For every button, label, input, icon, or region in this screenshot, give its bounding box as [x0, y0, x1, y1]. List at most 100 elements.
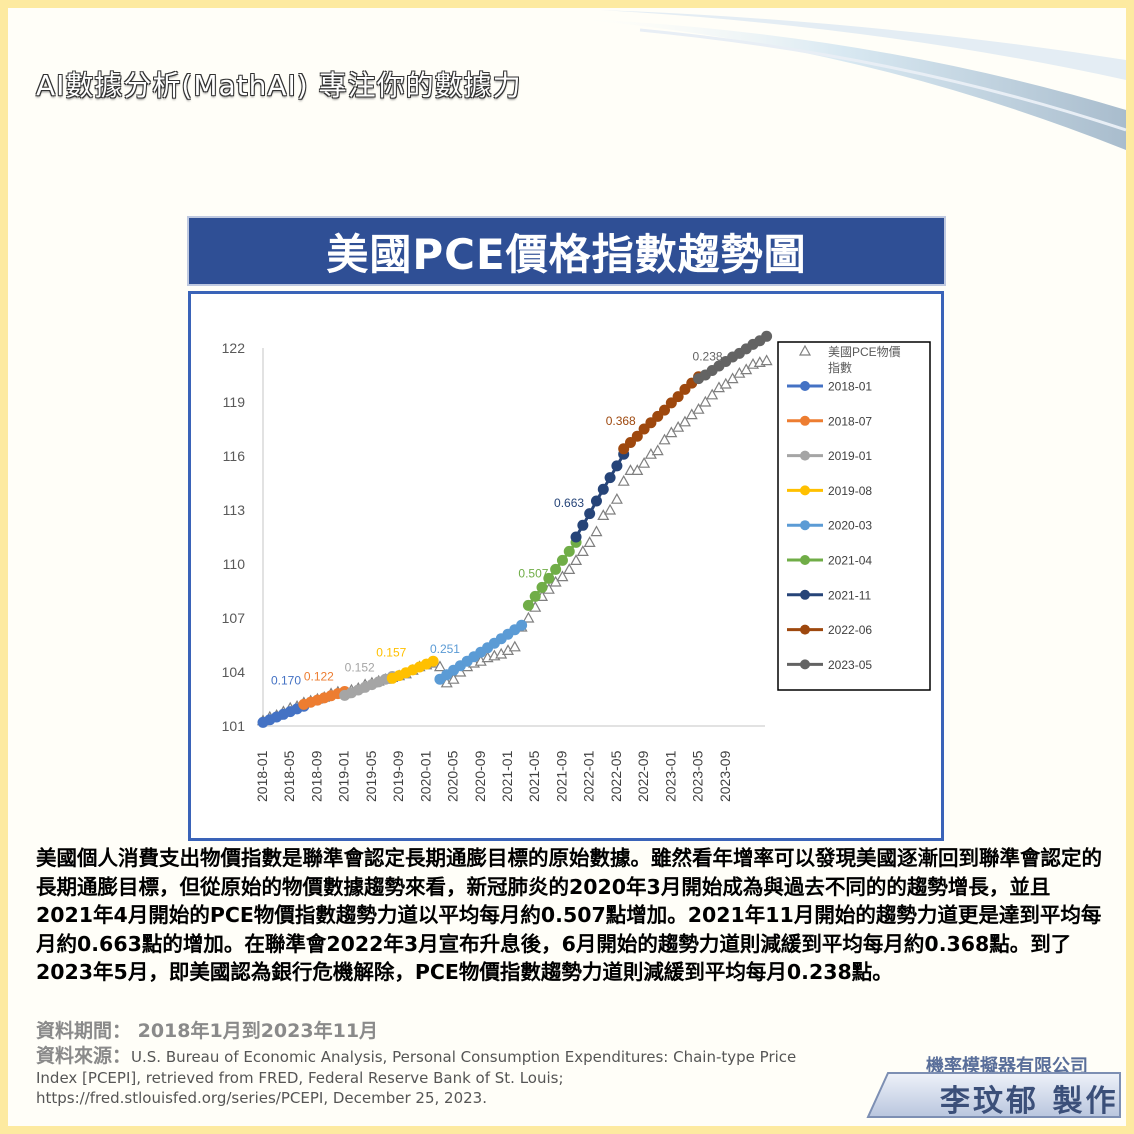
trend-series-layer [257, 330, 773, 728]
y-tick-label: 101 [222, 718, 246, 734]
pce-index-point [617, 474, 630, 486]
y-tick-label: 122 [222, 340, 246, 356]
pce-index-point [726, 372, 739, 384]
trend-point [577, 519, 589, 531]
x-tick-label: 2018-01 [254, 750, 270, 802]
pce-index-point [672, 420, 685, 432]
x-tick-label: 2018-09 [308, 750, 324, 802]
pce-index-point [665, 426, 678, 438]
brand-title: AI數據分析(MathAI) 專注你的數據力 [36, 69, 522, 102]
trend-point [550, 563, 562, 575]
pce-index-point [576, 545, 589, 556]
trend-series-2018-07 [298, 685, 351, 710]
legend-marker [800, 624, 810, 635]
trend-point [570, 531, 582, 543]
pce-index-point [638, 456, 651, 468]
pce-index-point [631, 464, 644, 475]
legend-label: 2022-06 [828, 623, 872, 637]
pce-index-point [590, 525, 603, 537]
trend-point [543, 572, 555, 584]
legend-label: 2021-11 [828, 588, 871, 602]
slope-label: 0.238 [693, 350, 723, 364]
trend-point [597, 483, 609, 495]
pce-index-point [692, 402, 705, 414]
x-tick-label: 2019-05 [363, 750, 379, 802]
slope-label: 0.152 [345, 660, 375, 674]
chart-title: 美國PCE價格指數趨勢圖 [326, 229, 807, 279]
legend-label: 2019-08 [828, 484, 872, 498]
data-source-label: 資料來源： [36, 1045, 132, 1067]
legend-marker [800, 450, 810, 461]
legend-marker [800, 485, 810, 496]
x-tick-label: 2023-09 [717, 750, 733, 802]
slope-label: 0.122 [304, 669, 334, 683]
trend-point [536, 581, 548, 593]
y-tick-label: 107 [222, 610, 246, 626]
legend-marker [800, 415, 810, 426]
legend-marker [800, 659, 810, 670]
pce-index-point [685, 408, 698, 420]
author-credit: 李玟郁 製作 [940, 1084, 1119, 1119]
slope-label: 0.507 [518, 566, 548, 580]
pce-index-point [719, 377, 732, 389]
slope-label: 0.368 [606, 414, 636, 428]
y-axis-ticks: 101 104 107 110 113 116 119 122 [222, 340, 246, 734]
pce-index-point [447, 672, 460, 684]
legend-marker [800, 381, 810, 391]
pce-index-point [678, 415, 691, 427]
x-tick-label: 2021-09 [553, 750, 569, 802]
pce-index-point [556, 570, 569, 582]
x-tick-label: 2022-01 [581, 750, 597, 802]
x-tick-label: 2023-05 [690, 750, 706, 802]
x-tick-label: 2020-01 [417, 750, 433, 802]
x-tick-label: 2018-05 [281, 750, 297, 802]
trend-point [611, 460, 623, 472]
legend-marker [800, 520, 810, 531]
pce-index-point [740, 363, 753, 375]
y-tick-label: 110 [223, 556, 246, 572]
x-axis-ticks: 2018-01 2018-05 2018-09 2019-01 2019-05 2019-… [254, 750, 733, 802]
author-ribbon [866, 1072, 1121, 1118]
x-tick-label: 2021-01 [499, 750, 515, 802]
trend-point [563, 545, 575, 557]
trend-series-2021-04 [522, 536, 582, 611]
x-tick-label: 2019-01 [336, 750, 352, 802]
legend-label: 2018-01 [828, 380, 872, 394]
y-tick-label: 113 [223, 502, 246, 518]
legend-triangle-marker [798, 344, 812, 356]
trend-point [672, 391, 684, 403]
pce-index-point [570, 554, 583, 565]
slope-label: 0.251 [430, 642, 460, 656]
axes [262, 348, 765, 727]
pce-index-point [658, 433, 671, 445]
pce-index-point [508, 640, 521, 652]
legend-label: 2020-03 [828, 519, 872, 533]
x-tick-label: 2019-09 [390, 750, 406, 802]
legend-label: 2023-05 [828, 658, 872, 672]
trend-series-2023-05 [693, 330, 773, 385]
trend-point [604, 472, 616, 484]
pce-index-point [433, 660, 446, 672]
trend-point [529, 590, 541, 602]
slope-label: 0.157 [376, 645, 406, 659]
trend-point [522, 599, 534, 611]
trend-point [516, 619, 528, 631]
legend-label: 指數 [828, 360, 852, 375]
trend-point [427, 655, 439, 667]
legend-marker [800, 555, 810, 565]
x-tick-label: 2023-01 [662, 750, 678, 802]
legend-label: 2018-07 [828, 414, 872, 428]
pce-index-point [706, 388, 719, 400]
trend-point [659, 404, 671, 416]
pce-triangle-series [256, 354, 773, 726]
pce-index-point [760, 354, 773, 366]
x-tick-label: 2021-05 [526, 750, 542, 802]
trend-point [590, 495, 602, 507]
pce-index-point [610, 492, 623, 504]
y-tick-label: 104 [222, 664, 246, 680]
pce-index-point [651, 444, 664, 456]
legend-box [777, 341, 931, 691]
company-name: 機率模擬器有限公司 [926, 1056, 1088, 1077]
